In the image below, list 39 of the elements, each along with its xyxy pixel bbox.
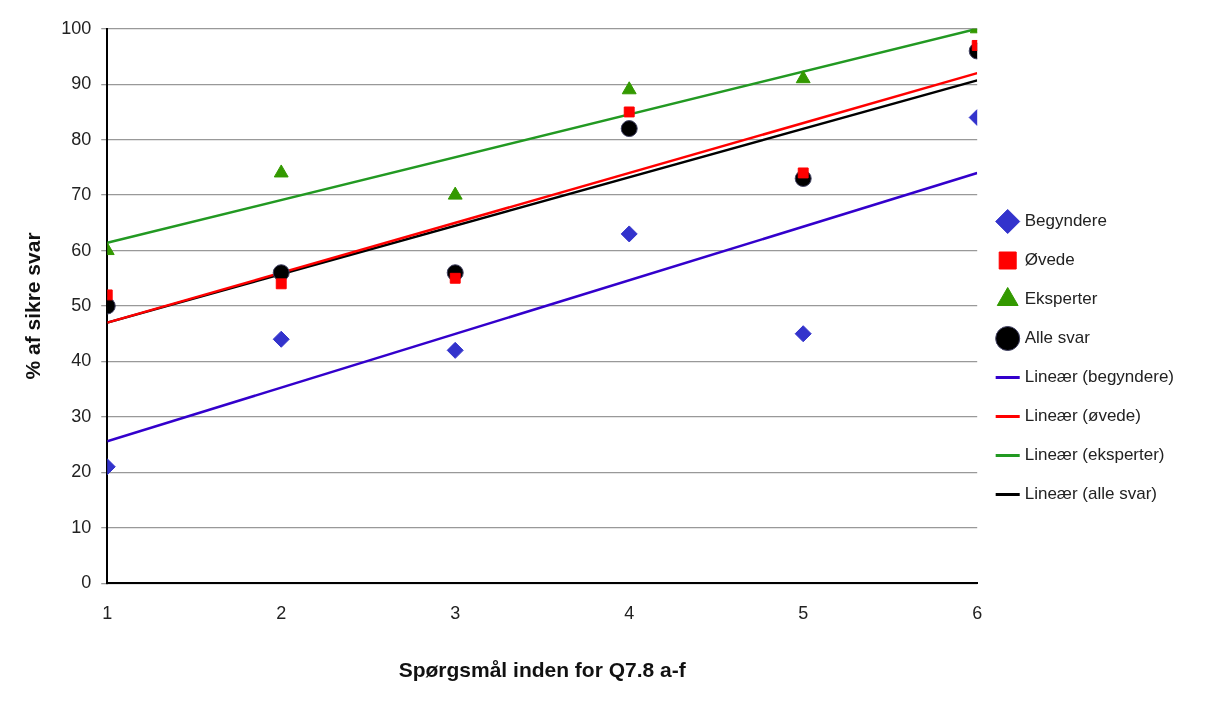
point [620, 225, 638, 243]
point [794, 325, 812, 343]
y-tick-label: 100 [61, 17, 92, 38]
point [623, 106, 635, 118]
point [620, 120, 638, 138]
point [272, 330, 290, 348]
x-tick-label: 6 [972, 602, 983, 623]
x-tick-label: 4 [624, 602, 635, 623]
x-tick-label: 3 [450, 602, 461, 623]
legend-label: Begyndere [1024, 211, 1107, 231]
y-tick-label: 60 [71, 239, 92, 260]
y-tick-label: 80 [71, 128, 92, 149]
legend-label: Lineær (øvede) [1024, 406, 1141, 426]
x-tick-label: 5 [798, 602, 809, 623]
legend-label: Lineær (eksperter) [1024, 445, 1165, 465]
legend-label: Lineær (begyndere) [1024, 367, 1175, 387]
y-tick-label: 50 [71, 294, 92, 315]
point [446, 341, 464, 359]
y-axis-title: % af sikre svar [21, 232, 45, 380]
legend-label: Øvede [1024, 250, 1075, 270]
legend-label: Alle svar [1024, 328, 1091, 348]
point [621, 81, 637, 95]
x-tick-label: 1 [102, 602, 113, 623]
y-tick-label: 10 [71, 516, 92, 537]
y-tick-label: 40 [71, 350, 92, 371]
x-tick-label: 2 [276, 602, 287, 623]
point [795, 70, 811, 84]
legend-label: Lineær (alle svar) [1024, 484, 1157, 504]
y-tick-label: 20 [71, 461, 92, 482]
y-tick-label: 70 [71, 184, 92, 205]
x-axis-title: Spørgsmål inden for Q7.8 a-f [398, 658, 687, 682]
point [275, 278, 287, 290]
point [797, 167, 809, 179]
y-tick-label: 30 [71, 405, 92, 426]
point [447, 186, 463, 200]
y-tick-label: 90 [71, 73, 92, 94]
legend-label: Eksperter [1024, 289, 1098, 309]
point [273, 164, 289, 178]
y-tick-label: 0 [81, 572, 92, 593]
